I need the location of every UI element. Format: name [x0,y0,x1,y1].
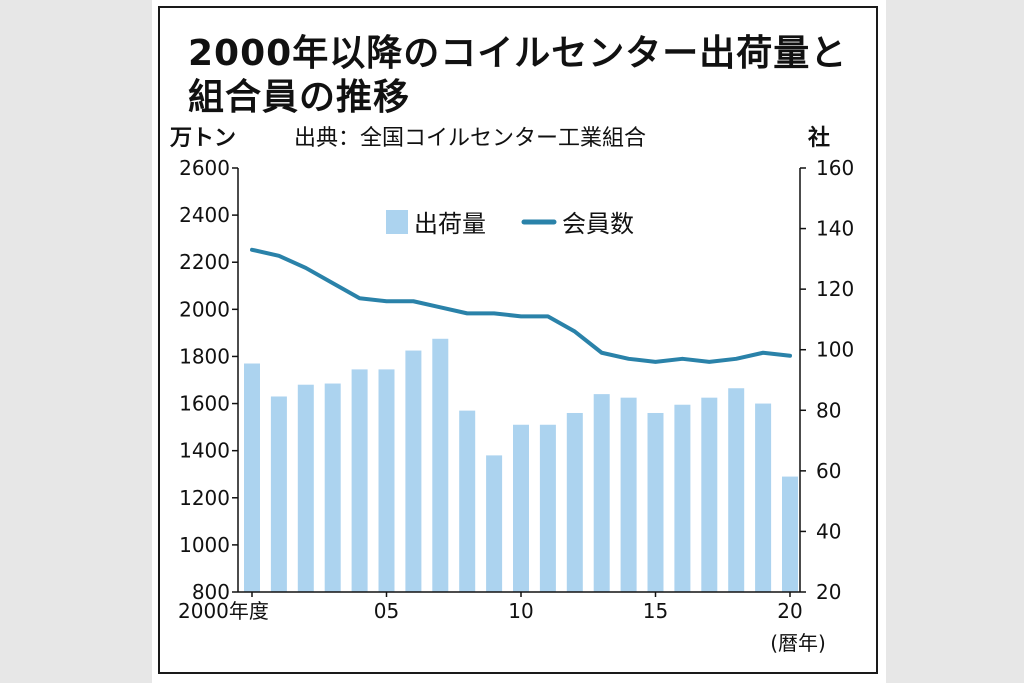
bar-2005 [378,369,395,592]
bar-2017 [701,397,718,592]
bar-2002 [297,384,314,592]
left-tick-label: 1800 [179,344,230,368]
bar-2020 [782,476,798,592]
bar-2018 [728,388,745,592]
legend-label-members: 会員数 [562,210,634,238]
bar-2012 [566,412,583,592]
left-axis-unit: 万トン [170,126,237,151]
left-tick-label: 2000 [179,297,230,321]
bar-2003 [324,383,341,592]
right-tick-label: 80 [816,398,841,422]
chart-title-line-1: 2000年以降のコイルセンター出荷量と [188,33,848,74]
bar-2009 [486,455,503,592]
bar-2004 [351,369,368,592]
right-axis-unit: 社 [808,126,831,151]
left-tick-label: 1600 [179,392,230,416]
bar-2000 [244,363,260,592]
bar-2007 [432,338,449,592]
left-tick-label: 2200 [179,250,230,274]
bar-2006 [405,350,422,592]
right-tick-label: 40 [816,519,841,543]
right-tick-label: 20 [816,580,841,604]
legend-label-shipments: 出荷量 [414,210,486,238]
x-tick-label: 2000年度 [178,599,269,623]
chart-title-line-2: 組合員の推移 [188,77,411,118]
left-tick-label: 1200 [179,486,230,510]
bar-2008 [459,410,476,592]
left-tick-label: 2600 [179,156,230,180]
bar-2001 [270,396,287,592]
x-tick-label: 10 [508,599,533,623]
bar-2015 [647,412,664,592]
right-tick-label: 140 [816,217,854,241]
left-tick-label: 1000 [179,533,230,557]
line-member-count [250,247,792,364]
bar-2014 [620,397,637,592]
bar-2019 [755,403,772,592]
left-tick-label: 800 [192,580,230,604]
right-tick-label: 160 [816,156,854,180]
right-tick-label: 100 [816,338,854,362]
x-tick-label: 15 [643,599,668,623]
bar-2016 [674,404,691,592]
source-note: 出典：全国コイルセンター工業組合 [294,126,647,151]
bar-2010 [513,424,529,592]
left-tick-label: 1400 [179,439,230,463]
left-tick-label: 2400 [179,203,230,227]
chart-frame [158,6,878,674]
bar-2013 [593,394,610,592]
right-tick-label: 60 [816,459,841,483]
legend-swatch-shipments [386,210,408,234]
x-tick-label: 20 [777,599,802,623]
bar-2011 [539,424,556,592]
x-axis-note: (暦年) [770,631,826,655]
x-tick-label: 05 [374,599,399,623]
right-tick-label: 120 [816,277,854,301]
